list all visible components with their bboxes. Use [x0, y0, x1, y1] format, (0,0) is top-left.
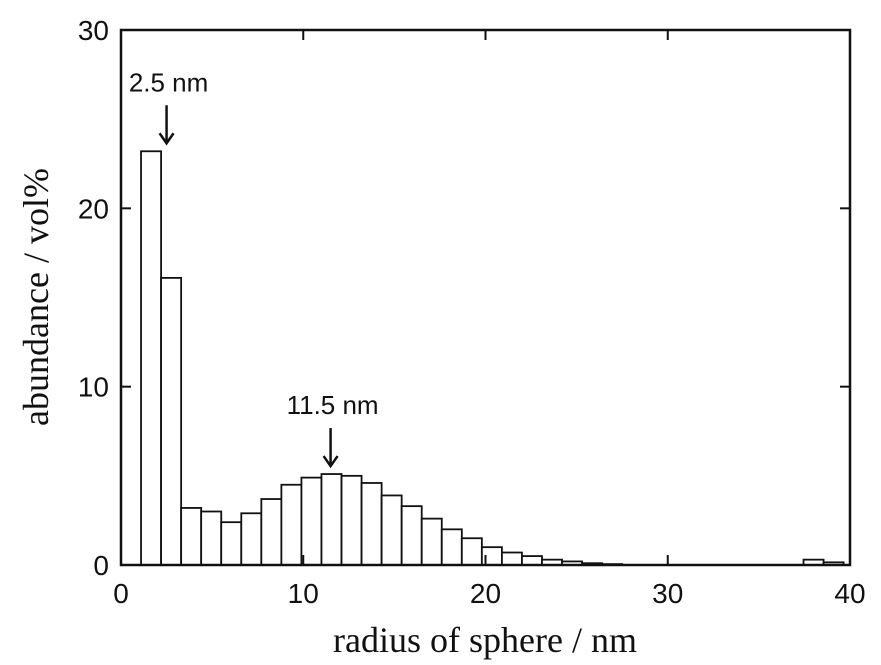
ticks-layer: 0 10 20 30 40 0 10 20 30 [78, 15, 866, 609]
histogram-bar [220, 521, 243, 566]
y-axis-title: abundance / vol% [16, 168, 56, 426]
histogram-bar [320, 473, 343, 566]
histogram-bar [340, 474, 363, 566]
histogram-bar [280, 483, 303, 566]
peak-annotation-label: 11.5 nm [287, 390, 379, 420]
histogram-bar [140, 150, 162, 566]
y-tick-label: 20 [78, 193, 109, 224]
peak-annotation-label: 2.5 nm [129, 67, 209, 97]
histogram-bar [521, 555, 543, 566]
histogram-bar [501, 551, 523, 566]
bars-layer [140, 150, 845, 566]
annotations-layer: 2.5 nm 11.5 nm [129, 67, 379, 469]
x-tick-label: 10 [288, 578, 319, 609]
y-tick-label: 0 [93, 550, 109, 581]
histogram-bar [240, 512, 263, 566]
histogram-bar [200, 510, 223, 566]
annotation-arrow-head [158, 132, 175, 146]
y-tick-label: 10 [78, 372, 109, 403]
histogram-bar [460, 537, 483, 566]
histogram-bar [440, 528, 463, 566]
histogram-bar [420, 517, 443, 566]
annotation-arrow-head [322, 455, 339, 469]
plot-frame [119, 28, 852, 567]
x-tick-label: 30 [652, 578, 683, 609]
histogram-bar [360, 482, 383, 566]
x-tick-label: 20 [470, 578, 501, 609]
histogram-bar [180, 507, 203, 566]
histogram-bar [300, 476, 323, 566]
x-axis-title: radius of sphere / nm [333, 620, 637, 660]
histogram-bar [380, 494, 403, 566]
histogram-bar [400, 505, 423, 566]
histogram-bar [160, 276, 183, 566]
x-tick-label: 0 [113, 578, 129, 609]
histogram-bar [260, 498, 283, 566]
y-tick-label: 30 [78, 15, 109, 46]
x-tick-label: 40 [834, 578, 865, 609]
